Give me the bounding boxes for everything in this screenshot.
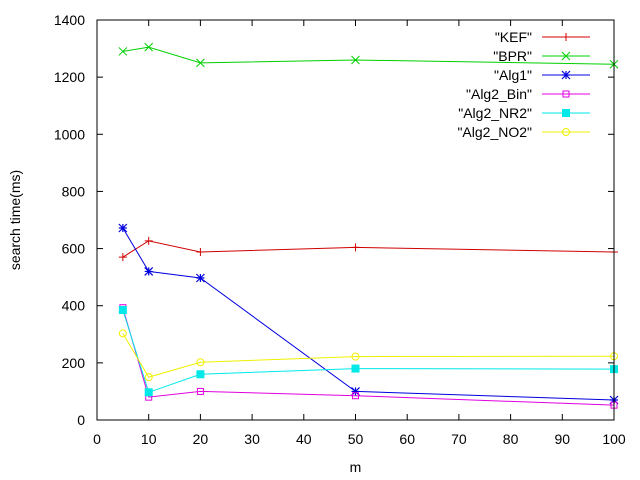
x-tick-label: 90	[555, 431, 571, 447]
x-tick-label: 50	[348, 431, 364, 447]
x-tick-label: 30	[244, 431, 260, 447]
legend-item: "Alg1"	[494, 67, 590, 83]
data-point	[118, 223, 128, 233]
data-point	[352, 392, 359, 400]
data-point	[118, 47, 128, 56]
x-tick-label: 0	[93, 431, 101, 447]
data-point	[118, 306, 127, 314]
legend-label: "Alg2_NO2"	[457, 124, 532, 140]
y-tick-label: 1400	[54, 12, 85, 28]
y-tick-label: 1200	[54, 69, 85, 85]
data-point	[144, 236, 153, 245]
legend-label: "Alg2_NR2"	[458, 105, 532, 121]
data-point	[351, 243, 360, 252]
series-line	[122, 309, 615, 393]
x-axis-label: m	[350, 459, 362, 475]
y-tick-label: 200	[62, 355, 86, 371]
legend-item: "Alg2_Bin"	[466, 86, 590, 102]
ticks-layer: 0 10 20 30 40 50 60 70 80 90 100020040060080010001…	[54, 12, 626, 447]
data-point	[561, 70, 571, 80]
data-point	[351, 387, 360, 396]
legend-label: "Alg1"	[494, 67, 532, 83]
series-0	[118, 236, 618, 262]
y-tick-label: 0	[77, 412, 85, 428]
data-point	[196, 248, 205, 256]
x-tick-label: 10	[141, 431, 157, 447]
y-axis-label: search time(ms)	[7, 170, 23, 270]
x-tick-label: 80	[503, 431, 519, 447]
data-point	[144, 388, 153, 397]
data-point	[144, 267, 154, 276]
data-point	[562, 33, 570, 41]
data-point	[196, 358, 205, 367]
x-tick-label: 20	[193, 431, 209, 447]
data-point	[562, 128, 570, 136]
data-point	[144, 373, 153, 382]
series-line	[122, 240, 615, 258]
data-point	[351, 364, 360, 373]
data-point	[118, 329, 127, 338]
series-line	[122, 333, 615, 378]
series-layer	[118, 42, 619, 409]
legend-item: "KEF"	[495, 29, 590, 45]
data-point	[196, 58, 205, 68]
data-point	[562, 90, 570, 98]
series-line	[122, 46, 615, 65]
legend-item: "BPR"	[493, 48, 590, 64]
legend-item: "Alg2_NO2"	[457, 124, 590, 140]
legend-label: "BPR"	[493, 48, 532, 64]
series-5	[118, 329, 618, 382]
data-point	[351, 55, 360, 65]
data-point	[196, 370, 205, 379]
legend: "KEF" "BPR" "Alg1" "Alg2_Bin" "Alg2_NR2" "Alg…	[457, 29, 590, 140]
x-tick-label: 60	[399, 431, 415, 447]
legend-label: "Alg2_Bin"	[466, 86, 532, 102]
legend-label: "KEF"	[495, 29, 532, 45]
x-tick-label: 100	[602, 431, 626, 447]
y-tick-label: 1000	[54, 126, 85, 142]
data-point	[118, 253, 127, 262]
y-tick-label: 400	[62, 298, 86, 314]
x-tick-label: 70	[451, 431, 467, 447]
x-tick-label: 40	[296, 431, 312, 447]
legend-item: "Alg2_NR2"	[458, 105, 590, 121]
series-line	[122, 307, 615, 406]
data-point	[561, 51, 571, 61]
series-4	[118, 306, 618, 397]
data-point	[195, 273, 205, 283]
data-point	[351, 352, 360, 361]
y-tick-label: 600	[62, 241, 86, 257]
y-tick-label: 800	[62, 183, 86, 199]
data-point	[196, 387, 204, 395]
data-point	[562, 109, 570, 117]
data-point	[144, 42, 154, 52]
